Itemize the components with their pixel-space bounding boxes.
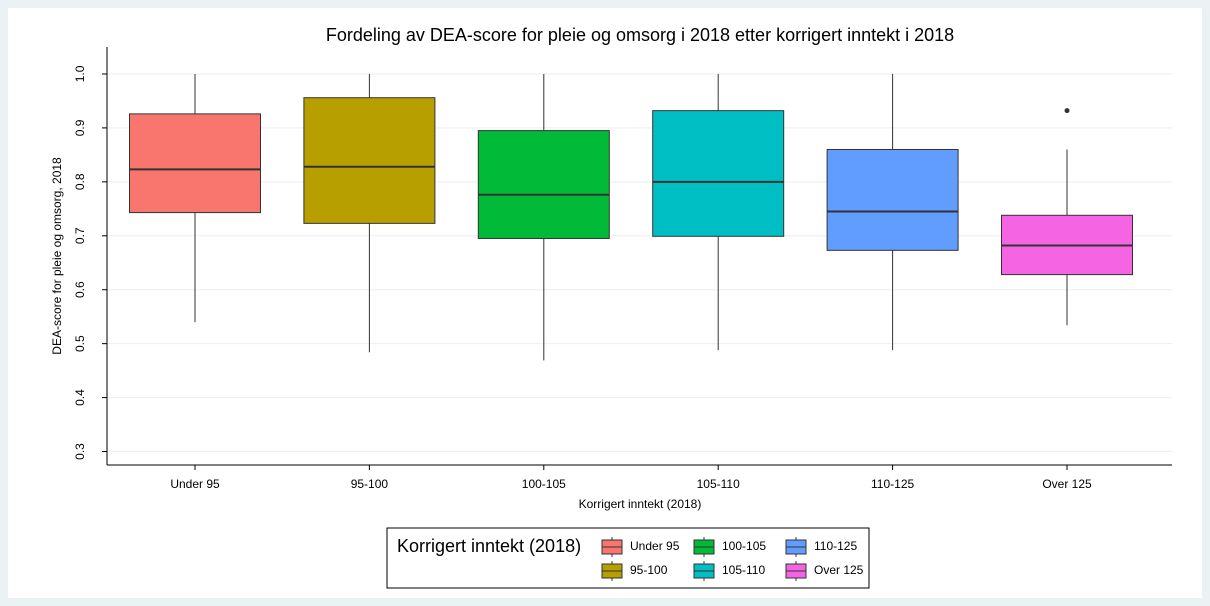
panel [8,8,1202,598]
legend-label: 100-105 [722,539,766,553]
x-tick-label: Over 125 [1042,477,1092,491]
box [826,148,959,251]
x-tick-label: 100-105 [522,477,566,491]
box [652,110,785,237]
x-tick-label: 95-100 [351,477,389,491]
y-tick-label: 0.6 [73,281,87,298]
legend-label: 105-110 [722,563,765,577]
box [477,130,610,239]
legend-label: 110-125 [814,539,857,553]
box [303,97,436,224]
legend-label: Under 95 [630,539,680,553]
y-axis-label: DEA-score for pleie og omsorg, 2018 [50,157,64,355]
y-tick-label: 0.9 [73,119,87,136]
y-tick-label: 0.5 [73,335,87,352]
x-tick-label: Under 95 [170,477,220,491]
chart-title: Fordeling av DEA-score for pleie og omso… [326,25,954,45]
x-tick-label: 110-125 [871,477,914,491]
y-tick-label: 0.8 [73,173,87,190]
y-tick-label: 0.7 [73,227,87,244]
outlier [1064,108,1070,114]
y-tick-label: 1.0 [73,65,87,82]
box [129,113,261,214]
legend-label: 95-100 [630,563,668,577]
legend-label: Over 125 [814,563,864,577]
x-axis-label: Korrigert inntekt (2018) [579,497,702,511]
y-tick-label: 0.4 [73,389,87,406]
legend-title: Korrigert inntekt (2018) [397,536,581,556]
y-tick-label: 0.3 [73,443,87,460]
x-tick-label: 105-110 [697,477,740,491]
